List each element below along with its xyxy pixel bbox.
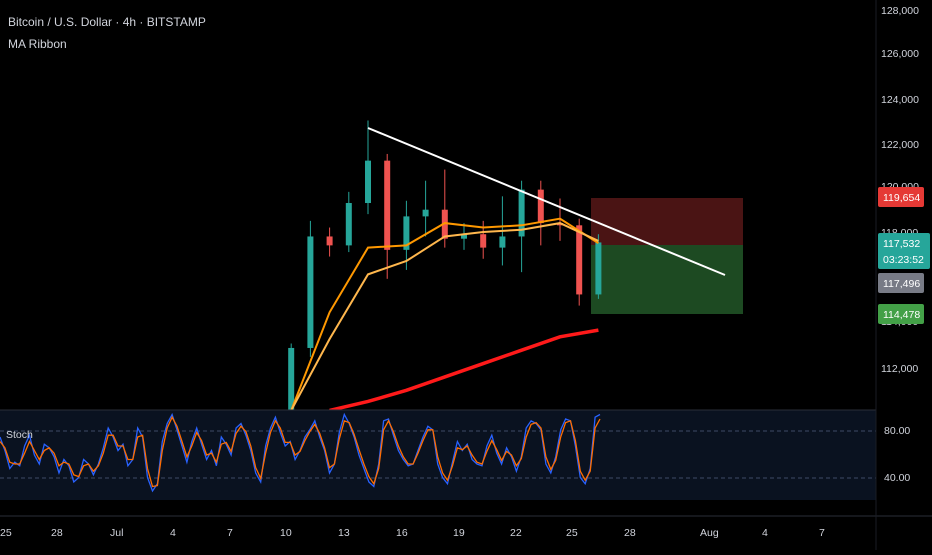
ma-long-line[interactable] (329, 328, 599, 413)
candle-body[interactable] (499, 236, 506, 248)
candle-body[interactable] (518, 189, 525, 237)
time-label: 22 (510, 527, 522, 539)
symbol-title[interactable]: Bitcoin / U.S. Dollar · 4h · BITSTAMP (8, 15, 206, 29)
price-label: 128,000 (881, 5, 919, 17)
candle-body[interactable] (557, 223, 563, 226)
time-label: Aug (700, 527, 719, 539)
time-label: 16 (396, 527, 408, 539)
svg-text:117,496: 117,496 (883, 278, 920, 290)
candle-body[interactable] (288, 347, 295, 411)
candle-body[interactable] (480, 234, 487, 248)
stoch-axis-label: 80.00 (884, 425, 910, 437)
price-label: 122,000 (881, 139, 919, 151)
svg-text:03:23:52: 03:23:52 (883, 254, 924, 266)
last-price-tag: 117,532 03:23:52 (878, 233, 930, 269)
candle-body[interactable] (576, 225, 583, 295)
time-label: 10 (280, 527, 292, 539)
price-label: 112,000 (881, 363, 918, 375)
time-label: 13 (338, 527, 350, 539)
candle-body[interactable] (384, 160, 391, 250)
svg-text:119,654: 119,654 (883, 192, 920, 204)
stop-loss-zone[interactable] (591, 198, 743, 245)
candle-body[interactable] (422, 209, 429, 217)
time-label: 28 (624, 527, 636, 539)
time-label: 7 (227, 527, 233, 539)
time-label: 28 (51, 527, 63, 539)
candlestick-series (288, 120, 602, 422)
price-label: 124,000 (881, 94, 919, 106)
ask-price-tag: 117,496 (878, 273, 924, 293)
trendline[interactable] (367, 127, 726, 276)
time-label: 19 (453, 527, 465, 539)
stoch-d-line (0, 415, 601, 488)
time-label: Jul (110, 527, 123, 539)
ma-ribbon-lines (290, 217, 599, 413)
candle-body[interactable] (345, 203, 352, 246)
profit-target-zone[interactable] (591, 245, 743, 314)
price-label: 126,000 (881, 48, 919, 60)
stoch-lines (0, 412, 601, 493)
time-label: 25 (0, 527, 12, 539)
candle-body[interactable] (307, 236, 314, 348)
candle-body[interactable] (595, 242, 602, 295)
svg-text:117,532: 117,532 (883, 238, 920, 250)
svg-text:114,478: 114,478 (883, 309, 920, 321)
ma-slow-line[interactable] (290, 222, 599, 411)
candle-body[interactable] (326, 236, 333, 246)
time-label: 25 (566, 527, 578, 539)
ma-fast-line[interactable] (290, 217, 599, 411)
stoch-label: Stoch (6, 429, 33, 441)
candle-body[interactable] (365, 160, 371, 204)
time-axis[interactable]: 25 28 Jul 4 7 10 13 16 19 22 25 28 Aug 4… (0, 527, 825, 539)
time-label: 4 (762, 527, 768, 539)
indicator-legend[interactable]: MA Ribbon (8, 37, 67, 51)
stoch-axis-label: 40.00 (884, 472, 910, 484)
target-price-tag: 114,478 (878, 304, 924, 324)
candle-body[interactable] (537, 189, 544, 224)
time-label: 4 (170, 527, 176, 539)
time-label: 7 (819, 527, 825, 539)
stop-price-tag: 119,654 (878, 187, 924, 207)
candle-body[interactable] (461, 234, 467, 239)
candle-body[interactable] (403, 216, 410, 250)
